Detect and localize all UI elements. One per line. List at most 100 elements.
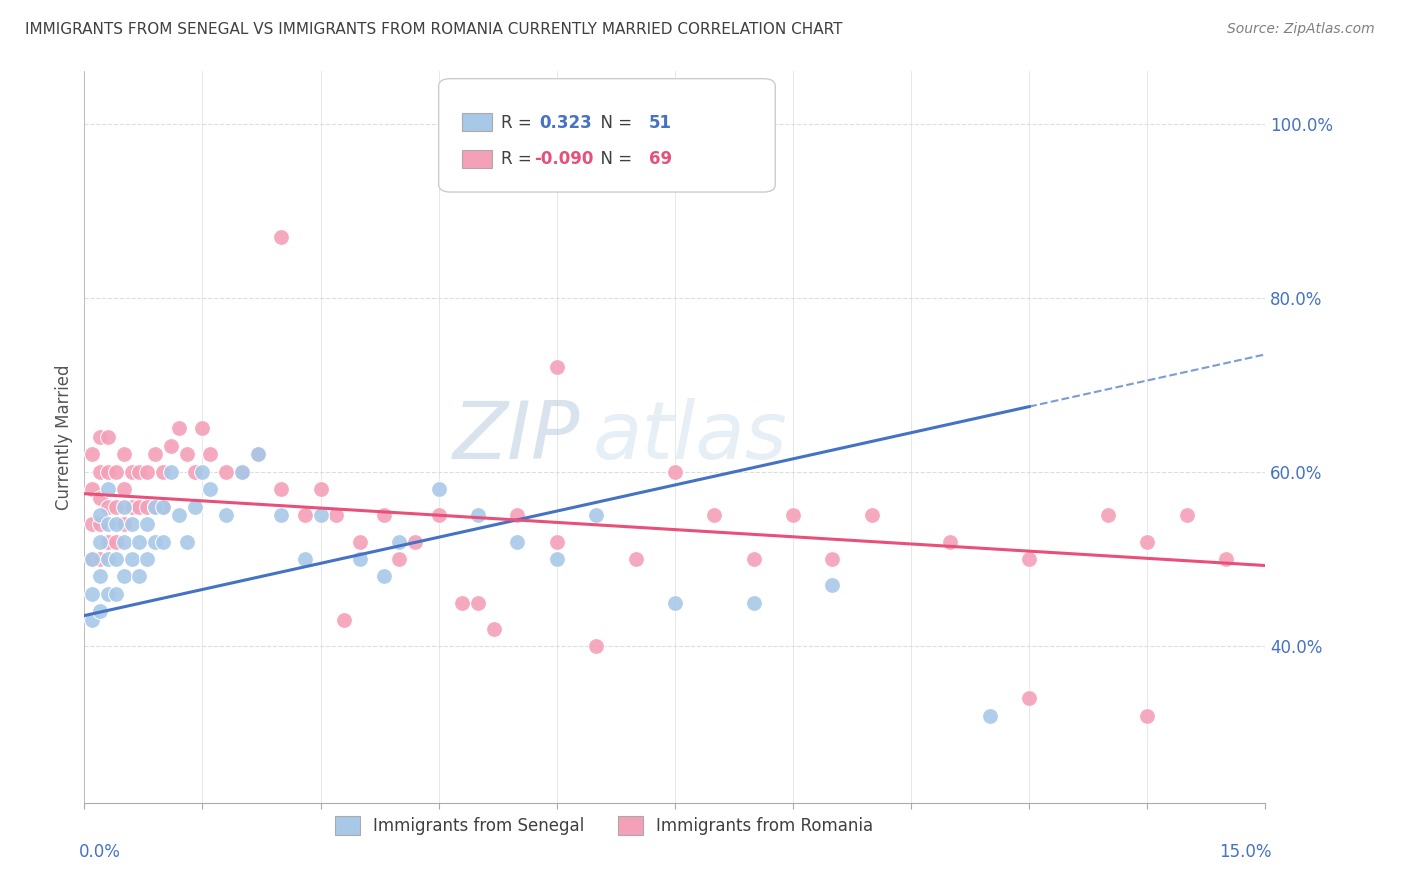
Point xyxy=(546,552,568,566)
Point xyxy=(782,508,804,523)
Point xyxy=(112,534,135,549)
Text: Source: ZipAtlas.com: Source: ZipAtlas.com xyxy=(1227,22,1375,37)
Point xyxy=(82,448,104,462)
Point xyxy=(506,534,529,549)
Point xyxy=(104,552,127,566)
Point xyxy=(160,439,183,453)
Point xyxy=(167,508,190,523)
Point xyxy=(309,508,332,523)
Text: atlas: atlas xyxy=(592,398,787,476)
Point xyxy=(979,708,1001,723)
Point xyxy=(821,578,844,592)
FancyBboxPatch shape xyxy=(439,78,775,192)
Point xyxy=(585,639,607,653)
Point xyxy=(482,622,505,636)
Text: 0.0%: 0.0% xyxy=(79,843,121,861)
Point xyxy=(97,465,120,479)
Text: IMMIGRANTS FROM SENEGAL VS IMMIGRANTS FROM ROMANIA CURRENTLY MARRIED CORRELATION: IMMIGRANTS FROM SENEGAL VS IMMIGRANTS FR… xyxy=(25,22,842,37)
Point xyxy=(104,500,127,514)
Text: 15.0%: 15.0% xyxy=(1219,843,1271,861)
Point xyxy=(404,534,426,549)
Point xyxy=(82,552,104,566)
Point xyxy=(349,552,371,566)
Point xyxy=(104,587,127,601)
Point xyxy=(160,465,183,479)
Text: N =: N = xyxy=(591,113,637,131)
Text: ZIP: ZIP xyxy=(453,398,581,476)
Point xyxy=(200,448,222,462)
Point xyxy=(742,552,765,566)
Point xyxy=(97,430,120,444)
Point xyxy=(128,500,150,514)
Point xyxy=(388,552,411,566)
Point xyxy=(82,517,104,532)
Point xyxy=(167,421,190,435)
Point xyxy=(176,448,198,462)
Point xyxy=(136,552,159,566)
Point xyxy=(152,500,174,514)
Point xyxy=(294,552,316,566)
Point xyxy=(152,500,174,514)
Y-axis label: Currently Married: Currently Married xyxy=(55,364,73,510)
Point xyxy=(121,552,143,566)
Point xyxy=(373,508,395,523)
Point xyxy=(136,517,159,532)
Point xyxy=(89,569,111,583)
Point xyxy=(128,534,150,549)
Point xyxy=(97,500,120,514)
Text: -0.090: -0.090 xyxy=(534,150,593,168)
Point xyxy=(451,595,474,609)
Point xyxy=(128,465,150,479)
Point xyxy=(176,534,198,549)
Text: 0.323: 0.323 xyxy=(538,113,592,131)
Point xyxy=(89,430,111,444)
Text: 51: 51 xyxy=(650,113,672,131)
Point xyxy=(215,508,238,523)
Point xyxy=(112,517,135,532)
Point xyxy=(1018,552,1040,566)
Point xyxy=(82,552,104,566)
Point xyxy=(703,508,725,523)
Point xyxy=(1215,552,1237,566)
Point xyxy=(143,534,166,549)
Point xyxy=(152,465,174,479)
Point xyxy=(104,534,127,549)
Point xyxy=(270,229,292,244)
Point xyxy=(231,465,253,479)
Point xyxy=(89,465,111,479)
Point xyxy=(546,360,568,375)
Point xyxy=(97,483,120,497)
Point xyxy=(231,465,253,479)
Point xyxy=(388,534,411,549)
Point xyxy=(467,508,489,523)
Point xyxy=(939,534,962,549)
Point xyxy=(664,595,686,609)
Point xyxy=(1175,508,1198,523)
Point xyxy=(860,508,883,523)
Point xyxy=(183,500,205,514)
Point xyxy=(143,448,166,462)
Point xyxy=(89,604,111,618)
Point xyxy=(97,587,120,601)
Point xyxy=(143,500,166,514)
Point xyxy=(1136,708,1159,723)
Point xyxy=(121,500,143,514)
Point xyxy=(246,448,269,462)
Point xyxy=(325,508,347,523)
Point xyxy=(121,465,143,479)
Point xyxy=(104,517,127,532)
Point xyxy=(104,465,127,479)
Point xyxy=(585,508,607,523)
Point xyxy=(121,517,143,532)
Point xyxy=(97,534,120,549)
Point xyxy=(1097,508,1119,523)
Point xyxy=(112,483,135,497)
Text: R =: R = xyxy=(502,150,537,168)
Point xyxy=(349,534,371,549)
Point xyxy=(215,465,238,479)
Point xyxy=(183,465,205,479)
Point xyxy=(97,517,120,532)
Legend: Immigrants from Senegal, Immigrants from Romania: Immigrants from Senegal, Immigrants from… xyxy=(328,809,880,842)
Point xyxy=(152,534,174,549)
Point xyxy=(427,508,450,523)
